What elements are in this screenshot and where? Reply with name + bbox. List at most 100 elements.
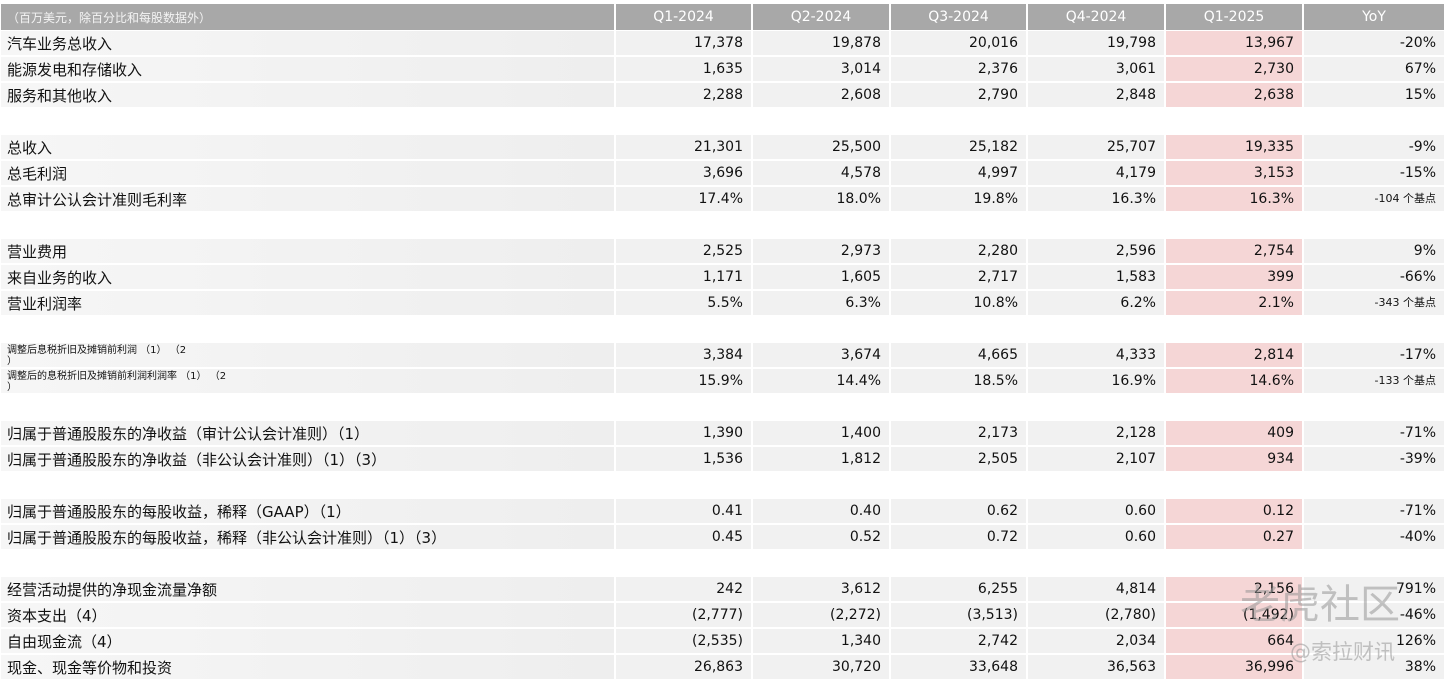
value-cell: 4,665 bbox=[891, 343, 1026, 367]
row-label: 服务和其他收入 bbox=[1, 83, 614, 107]
value-cell: 126% bbox=[1304, 629, 1444, 653]
row-label: 营业费用 bbox=[1, 239, 614, 263]
row-label: 总审计公认会计准则毛利率 bbox=[1, 187, 614, 211]
value-cell: 0.45 bbox=[616, 525, 751, 549]
value-cell: 3,674 bbox=[753, 343, 889, 367]
value-cell: -15% bbox=[1304, 161, 1444, 185]
value-cell: 13,967 bbox=[1166, 31, 1302, 55]
value-cell: 934 bbox=[1166, 447, 1302, 471]
value-cell: 1,812 bbox=[753, 447, 889, 471]
value-cell: 18.5% bbox=[891, 369, 1026, 393]
value-cell: 16.9% bbox=[1028, 369, 1164, 393]
row-label: 总收入 bbox=[1, 135, 614, 159]
value-cell: 19.8% bbox=[891, 187, 1026, 211]
value-cell: 791% bbox=[1304, 577, 1444, 601]
value-cell: 3,384 bbox=[616, 343, 751, 367]
value-cell: 1,635 bbox=[616, 57, 751, 81]
row-label: 归属于普通股股东的每股收益，稀释（非公认会计准则）（1）（3） bbox=[1, 525, 614, 549]
value-cell: 1,171 bbox=[616, 265, 751, 289]
value-cell: 409 bbox=[1166, 421, 1302, 445]
value-cell: 4,578 bbox=[753, 161, 889, 185]
value-cell: 2,790 bbox=[891, 83, 1026, 107]
value-cell: 4,179 bbox=[1028, 161, 1164, 185]
value-cell: 1,583 bbox=[1028, 265, 1164, 289]
value-cell: 25,707 bbox=[1028, 135, 1164, 159]
value-cell: 15% bbox=[1304, 83, 1444, 107]
value-cell: 6.2% bbox=[1028, 291, 1164, 315]
value-cell: -343 个基点 bbox=[1304, 291, 1444, 315]
header-cell: Q1-2025 bbox=[1166, 4, 1302, 30]
value-cell: 0.60 bbox=[1028, 499, 1164, 523]
value-cell: 5.5% bbox=[616, 291, 751, 315]
value-cell: 19,335 bbox=[1166, 135, 1302, 159]
watermark: @索拉财讯 bbox=[1290, 640, 1395, 664]
value-cell: 0.40 bbox=[753, 499, 889, 523]
value-cell: 4,333 bbox=[1028, 343, 1164, 367]
value-cell: 2,596 bbox=[1028, 239, 1164, 263]
value-cell: 3,612 bbox=[753, 577, 889, 601]
value-cell: (2,777) bbox=[616, 603, 751, 627]
value-cell: 17.4% bbox=[616, 187, 751, 211]
value-cell: -104 个基点 bbox=[1304, 187, 1444, 211]
value-cell: (3,513) bbox=[891, 603, 1026, 627]
watermark: 老虎社区 bbox=[1240, 582, 1400, 628]
value-cell: 2,505 bbox=[891, 447, 1026, 471]
value-cell: 1,400 bbox=[753, 421, 889, 445]
value-cell: 16.3% bbox=[1166, 187, 1302, 211]
value-cell: 26,863 bbox=[616, 655, 751, 679]
value-cell: 9% bbox=[1304, 239, 1444, 263]
value-cell: 2,525 bbox=[616, 239, 751, 263]
row-label: 总毛利润 bbox=[1, 161, 614, 185]
value-cell: 4,814 bbox=[1028, 577, 1164, 601]
value-cell: -133 个基点 bbox=[1304, 369, 1444, 393]
value-cell: (2,535) bbox=[616, 629, 751, 653]
header-cell: Q4-2024 bbox=[1028, 4, 1164, 30]
row-label: 现金、现金等价物和投资 bbox=[1, 655, 614, 679]
value-cell: 1,340 bbox=[753, 629, 889, 653]
value-cell: 25,182 bbox=[891, 135, 1026, 159]
value-cell: 2,156 bbox=[1166, 577, 1302, 601]
value-cell: 2,608 bbox=[753, 83, 889, 107]
value-cell: -20% bbox=[1304, 31, 1444, 55]
value-cell: 242 bbox=[616, 577, 751, 601]
value-cell: 33,648 bbox=[891, 655, 1026, 679]
value-cell: 399 bbox=[1166, 265, 1302, 289]
header-cell: （百万美元，除百分比和每股数据外） bbox=[1, 4, 614, 30]
value-cell: 0.62 bbox=[891, 499, 1026, 523]
value-cell: 25,500 bbox=[753, 135, 889, 159]
value-cell: 20,016 bbox=[891, 31, 1026, 55]
row-label: 汽车业务总收入 bbox=[1, 31, 614, 55]
value-cell: 21,301 bbox=[616, 135, 751, 159]
row-label: 归属于普通股股东的净收益（审计公认会计准则）（1） bbox=[1, 421, 614, 445]
value-cell: 2,376 bbox=[891, 57, 1026, 81]
row-label: 营业利润率 bbox=[1, 291, 614, 315]
value-cell: 14.6% bbox=[1166, 369, 1302, 393]
value-cell: (2,780) bbox=[1028, 603, 1164, 627]
value-cell: 10.8% bbox=[891, 291, 1026, 315]
row-label: 资本支出（4） bbox=[1, 603, 614, 627]
value-cell: 67% bbox=[1304, 57, 1444, 81]
row-label: 能源发电和存储收入 bbox=[1, 57, 614, 81]
value-cell: 6.3% bbox=[753, 291, 889, 315]
value-cell: -39% bbox=[1304, 447, 1444, 471]
value-cell: (2,272) bbox=[753, 603, 889, 627]
header-cell: YoY bbox=[1304, 4, 1444, 30]
value-cell: 0.41 bbox=[616, 499, 751, 523]
value-cell: 36,996 bbox=[1166, 655, 1302, 679]
row-label: 自由现金流（4） bbox=[1, 629, 614, 653]
value-cell: 664 bbox=[1166, 629, 1302, 653]
value-cell: 0.60 bbox=[1028, 525, 1164, 549]
value-cell: 2,288 bbox=[616, 83, 751, 107]
value-cell: 0.12 bbox=[1166, 499, 1302, 523]
value-cell: 0.27 bbox=[1166, 525, 1302, 549]
header-cell: Q1-2024 bbox=[616, 4, 751, 30]
row-label: 调整后息税折旧及摊销前利润 （1） （2 ） bbox=[1, 343, 614, 367]
value-cell: -40% bbox=[1304, 525, 1444, 549]
row-label: 经营活动提供的净现金流量净额 bbox=[1, 577, 614, 601]
row-label: 来自业务的收入 bbox=[1, 265, 614, 289]
row-label: 调整后的息税折旧及摊销前利润利润率 （1） （2 ） bbox=[1, 369, 614, 393]
value-cell: 1,536 bbox=[616, 447, 751, 471]
value-cell: 2,717 bbox=[891, 265, 1026, 289]
value-cell: 2,034 bbox=[1028, 629, 1164, 653]
